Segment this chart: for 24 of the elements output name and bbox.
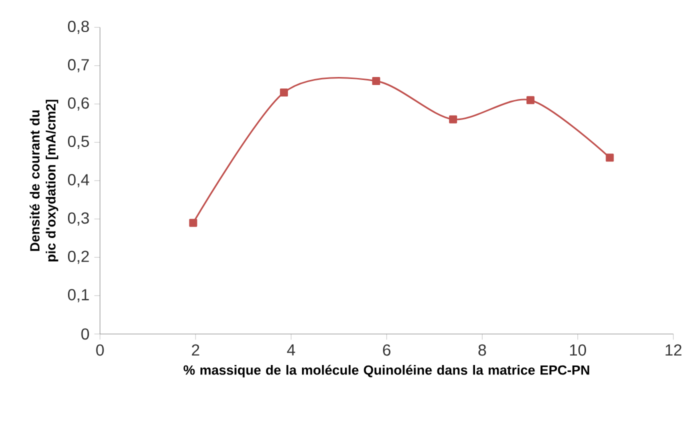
x-tick-label: 12 (666, 344, 682, 356)
point (280, 88, 288, 96)
y-tick-label: 0,7 (68, 59, 89, 72)
y-tick-label: 0,3 (68, 212, 89, 226)
point (526, 96, 534, 104)
point (372, 77, 380, 85)
point (189, 218, 198, 227)
point (449, 115, 458, 124)
x-tick-label: 10 (570, 344, 586, 356)
x-axis-title: % massique de la molécule Quinoléine dans la matrice EPC-PN (184, 364, 590, 378)
y-axis-title: Densité de courant du pic d'oxydation [mA/cm2] (30, 100, 58, 262)
x-tick-label: 6 (383, 344, 390, 356)
x-tick-label: 4 (287, 344, 296, 356)
y-tick-label: 0,4 (68, 174, 90, 188)
x-tick-label: 0 (96, 344, 104, 356)
x-tick-label: 8 (478, 344, 486, 356)
point (606, 154, 614, 162)
y-tick-label: 0,8 (68, 20, 89, 34)
y-tick-label: 0,6 (68, 97, 89, 111)
y-tick-label: 0,5 (68, 136, 89, 149)
y-tick-label: 0,2 (68, 250, 89, 264)
x-tick-label: 2 (192, 344, 200, 356)
y-tick-label: 0,1 (68, 289, 89, 302)
y-tick-label: 0 (81, 328, 89, 340)
